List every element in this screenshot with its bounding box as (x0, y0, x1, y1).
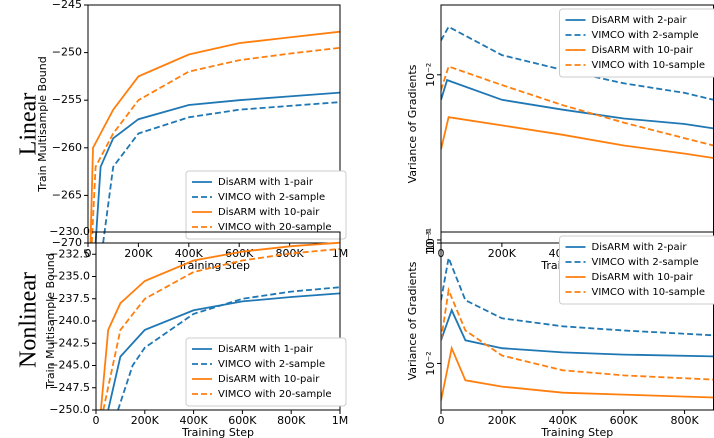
y-tick-label: −255 (52, 93, 82, 106)
legend-label: VIMCO with 2-sample (218, 359, 325, 370)
y-tick-label: −270 (52, 236, 82, 249)
legend-label: DisARM with 10-pair (218, 207, 320, 218)
legend-label: DisARM with 1-pair (218, 177, 314, 188)
y-tick-label: −260 (52, 141, 82, 154)
series-line (89, 30, 340, 243)
plot-area (100, 241, 340, 410)
plot-area (441, 254, 714, 401)
row-label: Linear (16, 93, 42, 156)
legend: DisARM with 1-pair VIMCO with 2-sample Dis… (185, 170, 347, 240)
legend-label: VIMCO with 2-sample (592, 30, 699, 41)
series-line (90, 46, 340, 243)
legend-box (185, 337, 347, 407)
y-tick-label: −250.0 (49, 403, 90, 416)
row-label: Nonlinear (16, 272, 42, 368)
y-tick-label: 10⁻² (424, 351, 437, 375)
x-tick-label: 200K (131, 414, 160, 427)
legend-label: VIMCO with 20-sample (218, 389, 332, 400)
y-tick-label: 10⁻² (424, 63, 437, 87)
series-line (94, 91, 340, 243)
x-axis-label: Training Step (540, 426, 613, 438)
series-line (441, 307, 714, 358)
y-tick-label: −230.0 (49, 225, 90, 238)
y-tick-label: −237.5 (49, 292, 90, 305)
legend-label: DisARM with 2-pair (592, 15, 688, 26)
y-axis-label: Variance of Gradients (406, 261, 419, 380)
x-tick-label: 400K (179, 414, 208, 427)
y-tick-label: −247.5 (49, 381, 90, 394)
series-line (107, 292, 340, 410)
x-tick-label: 400K (175, 247, 204, 260)
legend-box (559, 8, 714, 78)
y-tick-label: −245 (52, 0, 82, 11)
x-tick-label: 0 (85, 247, 92, 260)
legend-label: VIMCO with 20-sample (218, 222, 332, 233)
y-tick-label: −265 (52, 188, 82, 201)
axes-frame (87, 4, 341, 244)
y-tick-label: −235.0 (49, 270, 90, 283)
legend-box (185, 170, 347, 240)
x-tick-label: 800K (670, 414, 699, 427)
y-tick-label: −245.0 (49, 359, 90, 372)
legend-box (559, 235, 714, 305)
plot-area (89, 30, 340, 243)
y-tick-label: −232.5 (49, 247, 90, 260)
legend: DisARM with 2-pair VIMCO with 2-sample Dis… (559, 235, 714, 305)
legend-label: VIMCO with 10-sample (592, 287, 706, 298)
y-tick-label: −240.0 (49, 314, 90, 327)
series-line (117, 286, 340, 410)
x-tick-label: 1M (332, 414, 349, 427)
series-line (441, 116, 714, 159)
y-tick-label: −242.5 (49, 336, 90, 349)
legend-label: VIMCO with 10-sample (592, 60, 706, 71)
legend-label: VIMCO with 2-sample (218, 192, 325, 203)
x-tick-label: 600K (610, 414, 639, 427)
x-tick-label: 0 (438, 414, 445, 427)
legend: DisARM with 2-pair VIMCO with 2-sample Dis… (559, 8, 714, 78)
series-line (102, 101, 340, 243)
series-line (441, 78, 714, 130)
legend-label: DisARM with 1-pair (218, 344, 314, 355)
y-axis-label: Variance of Gradients (406, 64, 419, 183)
x-axis-label: Training Step (177, 259, 250, 272)
legend-label: DisARM with 10-pair (592, 45, 694, 56)
legend-label: DisARM with 10-pair (592, 272, 694, 283)
x-tick-label: 0 (93, 414, 100, 427)
axes-frame (95, 231, 341, 411)
legend-label: VIMCO with 2-sample (592, 257, 699, 268)
series-line (441, 254, 714, 337)
y-tick-label: −250 (52, 46, 82, 59)
y-tick-label: 10⁻¹ (424, 228, 437, 252)
x-tick-label: 800K (277, 414, 306, 427)
x-tick-label: 200K (488, 414, 517, 427)
series-line (441, 286, 714, 381)
legend-label: DisARM with 2-pair (592, 242, 688, 253)
series-line (441, 65, 714, 147)
x-tick-label: 600K (228, 414, 257, 427)
series-line (100, 241, 340, 410)
x-tick-label: 400K (549, 414, 578, 427)
y-axis-label: Train Multisample Bound (44, 253, 57, 389)
x-tick-label: 200K (488, 247, 517, 260)
y-tick-label: 10⁻³ (424, 231, 437, 255)
x-axis-label: Training Step (181, 426, 254, 438)
series-line (102, 248, 340, 410)
legend-label: DisARM with 10-pair (218, 374, 320, 385)
y-axis-label: Train Multisample Bound (36, 56, 49, 192)
x-tick-label: 200K (124, 247, 153, 260)
legend: DisARM with 1-pair VIMCO with 2-sample Dis… (185, 337, 347, 407)
series-line (441, 345, 714, 401)
